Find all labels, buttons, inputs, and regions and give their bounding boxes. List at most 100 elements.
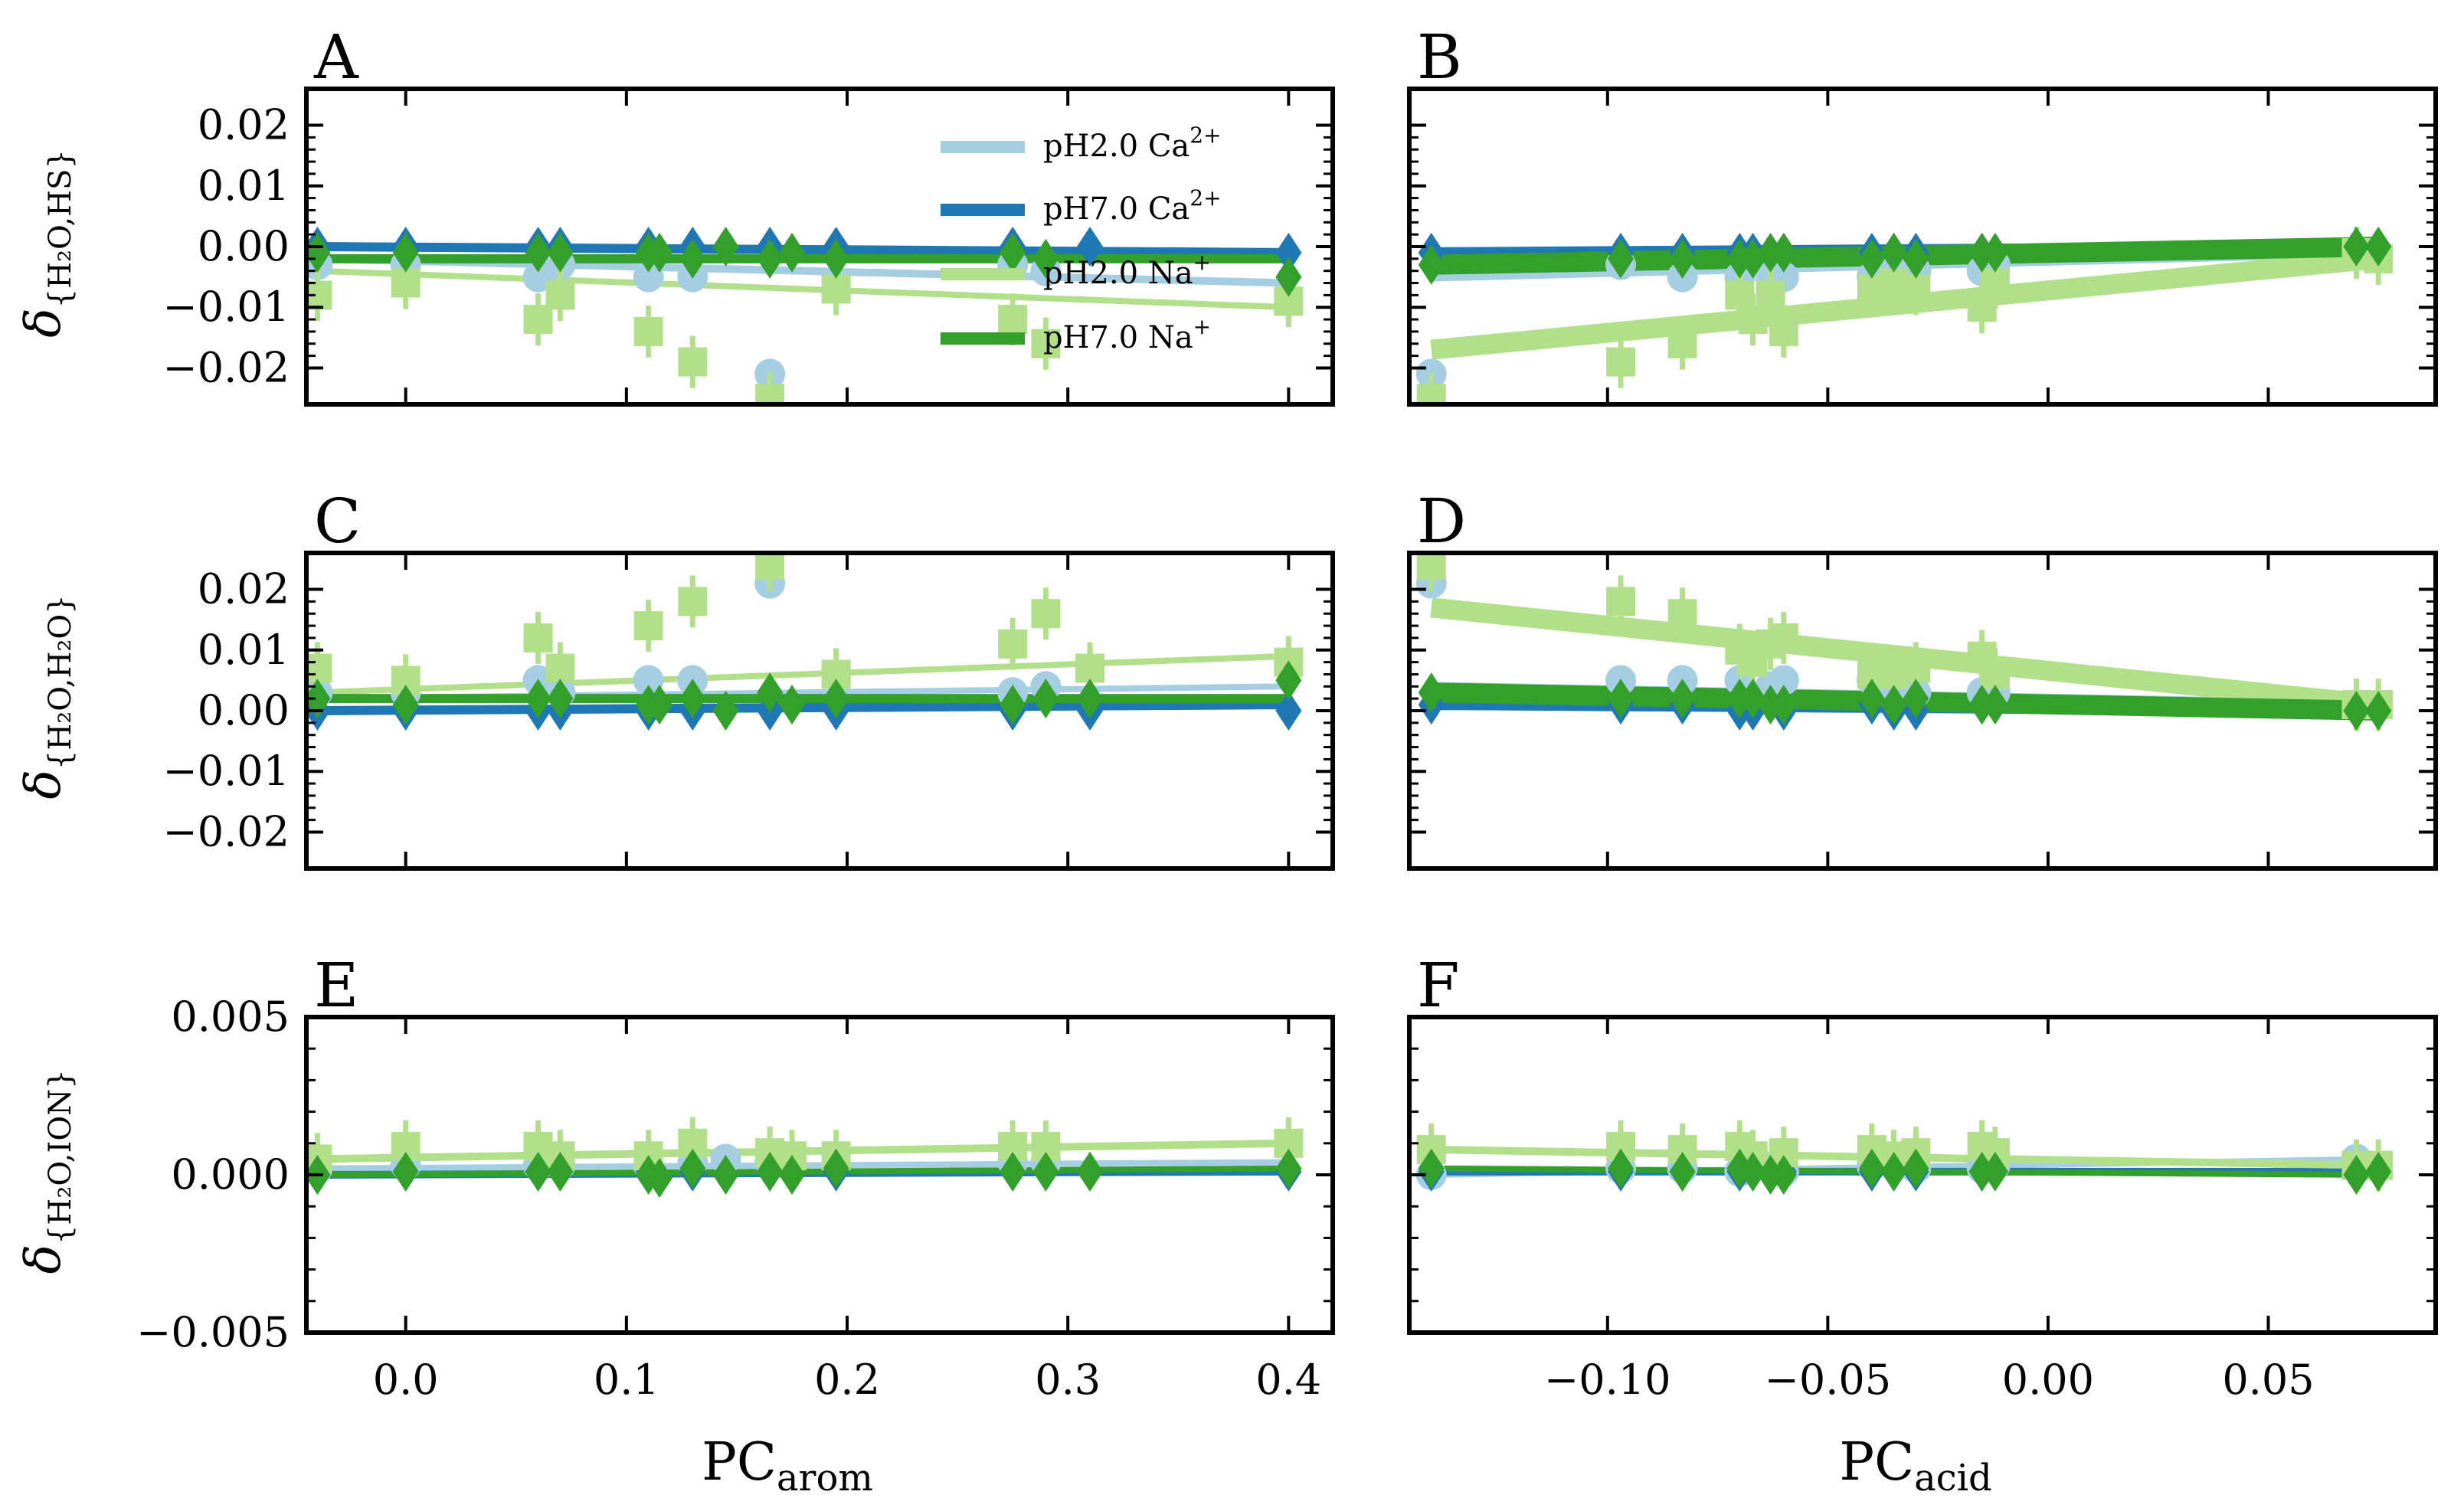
panel-label-D: D	[1417, 486, 1466, 557]
panel-D: D	[1407, 486, 2438, 871]
point-D-pH7-0-Na-6	[1770, 685, 1797, 725]
point-E-pH7-0-Na-9	[778, 1155, 805, 1195]
panel-C: C −0.02 −0.01 0.00 0.01 0.02	[163, 486, 1335, 871]
plot-area-A	[306, 227, 1304, 404]
point-C-pH7-0-Na-12	[1032, 679, 1059, 719]
point-F-pH7-0-Na-13	[2365, 1151, 2392, 1192]
point-C-pH7-0-Na-6	[679, 679, 706, 719]
point-F-pH7-0-Na-4	[1739, 1151, 1766, 1192]
point-D-pH7-0-Na-10	[1968, 685, 1995, 725]
xtick-label-F-3: 0.05	[2222, 1356, 2314, 1404]
legend-label-1: pH2.0 Ca2+	[1043, 123, 1222, 164]
point-D-pH7-0-Na-3	[1726, 679, 1753, 719]
ytick-label-E-2: 0.005	[171, 993, 290, 1041]
point-F-pH7-0-Na-5	[1757, 1155, 1784, 1195]
point-A-pH7-0-Ca-9	[1077, 227, 1104, 267]
plot-area-E	[306, 1117, 1304, 1199]
ytick-label-A-3: 0.01	[198, 162, 290, 210]
ylabel-row-1-main: δ	[15, 308, 72, 338]
xlabel-left-sub: arom	[777, 1457, 873, 1498]
panel-label-B: B	[1417, 21, 1462, 93]
ytick-label-E-1: 0.000	[171, 1150, 290, 1199]
point-C-pH7-0-Na-0	[306, 679, 331, 719]
ylabel-row-3-sub: {H₂O,ION}	[43, 1069, 78, 1245]
ytick-label-C-0: −0.02	[163, 807, 290, 855]
legend-label-4: pH7.0 Na+	[1043, 314, 1211, 355]
plot-area-D	[1415, 553, 2394, 731]
point-D-pH7-0-Na-1	[1608, 679, 1634, 719]
point-A-pH7-0-Na-8	[757, 238, 784, 279]
fit-line-A-pH2-0-Na	[317, 267, 1289, 311]
point-E-pH7-0-Na-12	[1032, 1151, 1059, 1192]
point-C-pH7-0-Na-10	[823, 679, 849, 719]
point-D-pH7-0-Na-7	[1858, 679, 1885, 719]
point-A-pH7-0-Ca-10	[1275, 232, 1302, 273]
ytick-label-C-3: 0.01	[198, 626, 290, 674]
point-D-pH2-0-Ca-5	[1768, 665, 1799, 696]
ylabel-row-1-sub: {H₂O,HS}	[43, 149, 78, 308]
point-B-pH7-0-Na-12	[2343, 227, 2370, 267]
point-E-pH7-0-Na-5	[646, 1158, 673, 1199]
xlabel-right-main: PC	[1839, 1432, 1914, 1493]
xtick-label-E-0: 0.0	[373, 1356, 439, 1404]
point-A-pH7-0-Na-9	[778, 232, 805, 273]
point-A-pH2-0-Ca-4	[633, 261, 664, 293]
point-F-pH7-0-Na-10	[1968, 1151, 1995, 1192]
xtick-label-E-3: 0.3	[1035, 1356, 1101, 1404]
point-F-pH7-0-Na-1	[1608, 1148, 1634, 1189]
xtick-label-F-1: −0.05	[1765, 1356, 1891, 1404]
point-F-pH7-0-Na-0	[1418, 1148, 1445, 1189]
point-E-pH7-0-Na-3	[547, 1151, 574, 1192]
point-D-pH7-0-Na-2	[1669, 679, 1696, 719]
panel-label-A: A	[313, 21, 359, 93]
point-B-pH7-0-Na-3	[1726, 238, 1753, 279]
point-C-pH7-0-Na-5	[646, 685, 673, 725]
xtick-label-F-2: 0.00	[2002, 1356, 2094, 1404]
plot-area-F	[1415, 1120, 2394, 1195]
ylabel-row-3: δ{H₂O,ION}	[15, 1069, 78, 1274]
point-C-pH7-0-Na-8	[757, 672, 784, 713]
point-D-pH7-0-Na-8	[1880, 685, 1907, 725]
point-D-pH7-0-Na-13	[2365, 691, 2392, 731]
ytick-label-C-4: 0.02	[198, 565, 290, 613]
point-E-pH7-0-Na-8	[757, 1151, 784, 1192]
ylabel-row-2-sub: {H₂O,H₂O}	[43, 594, 78, 770]
ytick-label-C-2: 0.00	[198, 686, 290, 734]
point-D-pH7-0-Na-0	[1418, 672, 1445, 713]
point-E-pH7-0-Na-10	[823, 1148, 849, 1189]
point-E-pH7-0-Na-14	[1275, 1148, 1302, 1189]
point-B-pH7-0-Na-0	[1418, 244, 1445, 285]
point-B-pH7-0-Na-13	[2365, 227, 2392, 267]
point-B-pH7-0-Na-6	[1770, 232, 1797, 273]
ytick-label-A-1: −0.01	[163, 283, 290, 331]
ylabel-row-3-main: δ	[15, 1245, 72, 1274]
point-A-pH7-0-Na-13	[1275, 257, 1302, 297]
panel-label-C: C	[314, 486, 361, 557]
point-A-pH7-0-Na-2	[525, 232, 551, 273]
panel-label-E: E	[314, 950, 358, 1021]
point-F-pH7-0-Na-2	[1669, 1151, 1696, 1192]
point-E-pH7-0-Na-2	[525, 1151, 551, 1192]
point-B-pH7-0-Na-5	[1757, 232, 1784, 273]
legend-label-2: pH7.0 Ca2+	[1043, 185, 1222, 227]
point-F-pH7-0-Na-9	[1903, 1148, 1929, 1189]
point-C-pH7-0-Na-9	[778, 685, 805, 725]
point-F-pH7-0-Na-11	[1981, 1151, 2008, 1192]
ytick-label-E-0: −0.005	[136, 1308, 290, 1356]
xtick-label-E-1: 0.1	[594, 1356, 659, 1404]
point-C-pH7-0-Na-1	[392, 685, 419, 725]
point-C-pH7-0-Na-2	[525, 679, 551, 719]
point-B-pH7-0-Na-2	[1669, 238, 1696, 279]
panel-label-F: F	[1417, 950, 1460, 1021]
point-A-pH7-0-Na-0	[306, 232, 331, 273]
xlabel-left: PCarom	[702, 1432, 873, 1498]
point-C-pH7-0-Na-11	[1000, 685, 1026, 725]
ylabel-row-2: δ{H₂O,H₂O}	[15, 594, 78, 799]
point-D-pH7-0-Na-5	[1757, 685, 1784, 725]
point-C-pH7-0-Na-14	[1275, 660, 1302, 701]
xtick-label-F-0: −0.10	[1544, 1356, 1670, 1404]
point-E-pH7-0-Na-11	[1000, 1151, 1026, 1192]
point-A-pH7-0-Na-7	[712, 227, 739, 267]
point-F-pH7-0-Na-8	[1880, 1151, 1907, 1192]
